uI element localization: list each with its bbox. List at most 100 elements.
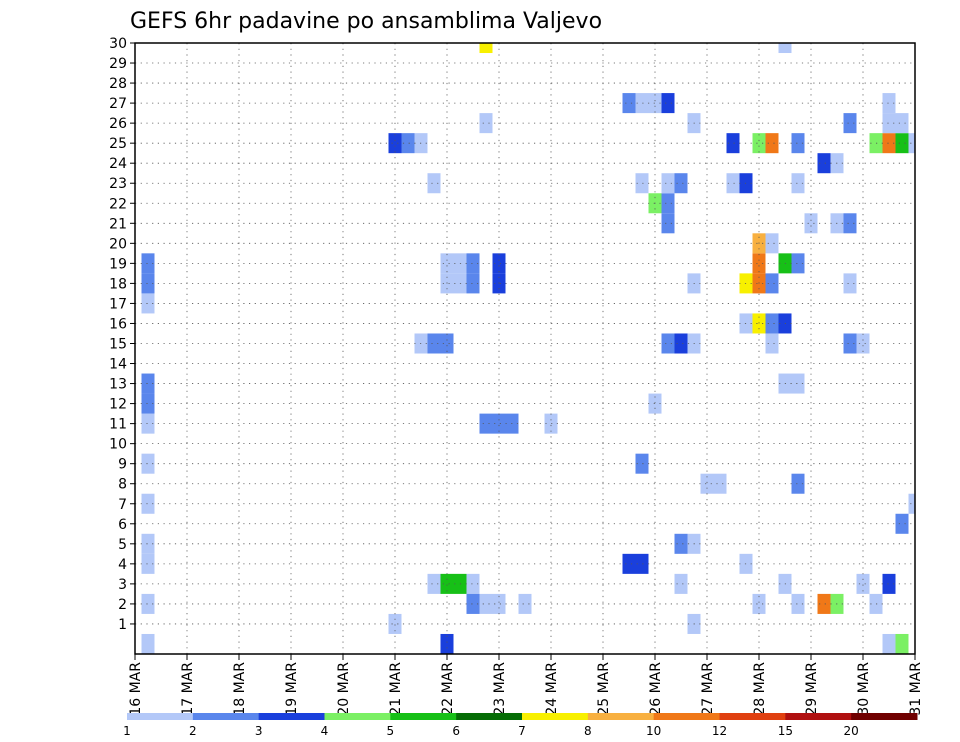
heat-cell: [726, 133, 740, 154]
legend-label: 3: [255, 724, 263, 738]
heat-cell: [700, 473, 714, 494]
heat-cell: [141, 293, 155, 314]
heat-cell: [661, 333, 675, 354]
heat-cell: [440, 333, 454, 354]
heat-cell: [856, 573, 870, 594]
x-tick-label: 19 MAR: [284, 662, 300, 716]
y-tick-label: 6: [118, 517, 127, 533]
legend-swatch: [653, 713, 720, 720]
y-tick-label: 18: [109, 276, 127, 292]
heat-cell: [895, 633, 909, 654]
y-tick-label: 3: [118, 577, 127, 593]
x-tick-label: 30 MAR: [856, 662, 872, 716]
heat-cell: [635, 173, 649, 194]
heat-cell: [141, 453, 155, 474]
legend-swatch: [719, 713, 786, 720]
heat-cell: [804, 213, 818, 234]
heat-cell: [479, 413, 493, 434]
heat-cell: [141, 533, 155, 554]
x-tick-label: 26 MAR: [648, 662, 664, 716]
heat-cell: [141, 413, 155, 434]
heat-cell: [141, 633, 155, 654]
heat-cell: [622, 553, 636, 574]
heat-cell: [388, 613, 402, 634]
heat-cell: [544, 413, 558, 434]
heat-cell: [492, 253, 506, 274]
legend-label: 2: [189, 724, 197, 738]
y-tick-label: 10: [109, 437, 127, 453]
legend-swatch: [522, 713, 589, 720]
heat-cell: [817, 153, 831, 174]
heat-cell: [492, 413, 506, 434]
cells-layer: [141, 43, 915, 654]
x-tick-label: 29 MAR: [804, 662, 820, 716]
y-tick-label: 8: [118, 477, 127, 493]
heat-cell: [388, 133, 402, 154]
heat-cell: [440, 253, 454, 274]
legend-swatch: [390, 713, 457, 720]
heat-cell: [817, 593, 831, 614]
legend-label: 5: [387, 724, 395, 738]
heat-cell: [765, 333, 779, 354]
heat-cell: [908, 133, 915, 154]
heat-cell: [765, 133, 779, 154]
heat-cell: [765, 233, 779, 254]
x-tick-label: 22 MAR: [440, 662, 456, 716]
heat-cell: [661, 213, 675, 234]
y-tick-label: 13: [109, 377, 127, 393]
y-tick-label: 4: [118, 557, 127, 573]
heat-cell: [856, 333, 870, 354]
legend-label: 6: [452, 724, 460, 738]
heat-cell: [765, 273, 779, 294]
y-tick-label: 20: [109, 236, 127, 252]
y-tick-label: 16: [109, 316, 127, 332]
heat-cell: [908, 493, 915, 514]
heat-cell: [648, 93, 662, 114]
heat-cell: [882, 633, 896, 654]
y-tick-label: 24: [109, 156, 127, 172]
heat-cell: [466, 593, 480, 614]
heat-cell: [765, 313, 779, 334]
x-tick-label: 31 MAR: [908, 662, 924, 716]
legend-label: 8: [584, 724, 592, 738]
legend-label: 12: [712, 724, 727, 738]
heat-cell: [141, 593, 155, 614]
y-tick-label: 9: [118, 457, 127, 473]
y-tick-label: 22: [109, 196, 127, 212]
y-tick-label: 19: [109, 256, 127, 272]
chart-title: GEFS 6hr padavine po ansamblima Valjevo: [130, 9, 602, 34]
x-tick-label: 21 MAR: [388, 662, 404, 716]
legend-swatch: [127, 713, 194, 720]
heat-cell: [635, 93, 649, 114]
heat-cell: [661, 93, 675, 114]
y-tick-label: 23: [109, 176, 127, 192]
x-tick-label: 18 MAR: [232, 662, 248, 716]
heat-cell: [791, 253, 805, 274]
y-tick-label: 29: [109, 56, 127, 72]
heat-cell: [466, 253, 480, 274]
y-tick-label: 12: [109, 397, 127, 413]
y-tick-label: 7: [118, 497, 127, 513]
x-tick-label: 23 MAR: [492, 662, 508, 716]
heat-cell: [895, 133, 909, 154]
legend-label: 7: [518, 724, 526, 738]
heat-cell: [466, 573, 480, 594]
heat-cell: [791, 473, 805, 494]
heat-cell: [141, 273, 155, 294]
legend-swatch: [785, 713, 852, 720]
heat-cell: [791, 173, 805, 194]
heat-cell: [791, 133, 805, 154]
heat-cell: [843, 273, 857, 294]
plot-frame: [134, 42, 916, 655]
legend-swatch: [851, 713, 918, 720]
heat-cell: [843, 113, 857, 134]
heat-cell: [479, 43, 493, 54]
heat-cell: [752, 133, 766, 154]
heat-cell: [895, 513, 909, 534]
heat-cell: [492, 593, 506, 614]
y-tick-label: 15: [109, 336, 127, 352]
legend-label: 15: [778, 724, 793, 738]
y-tick-label: 26: [109, 116, 127, 132]
legend-label: 20: [844, 724, 859, 738]
